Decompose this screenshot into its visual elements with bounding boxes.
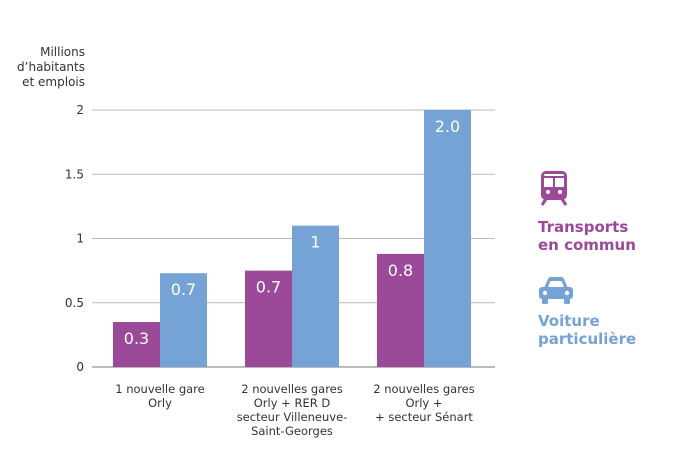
category-label-line: + secteur Sénart xyxy=(375,410,473,424)
car-icon xyxy=(539,277,573,304)
y-tick-label: 0.5 xyxy=(65,296,84,310)
category-label: 1 nouvelle gare Orly xyxy=(115,382,204,410)
y-tick-label: 1.5 xyxy=(65,167,84,181)
category-label-line: 1 nouvelle gare xyxy=(115,382,204,396)
legend-label-transports-line-2: en commun xyxy=(538,236,636,254)
bar xyxy=(245,270,292,367)
bar-value-label: 0.3 xyxy=(124,329,149,348)
bars: 0.3 0.7 0.8 0.7 1 2.0 xyxy=(113,110,471,367)
bar xyxy=(113,322,160,367)
bar-value-label: 0.7 xyxy=(256,278,281,297)
y-axis-title-line-2: d’habitants xyxy=(17,60,85,74)
y-axis-title-line-3: et emplois xyxy=(22,75,85,89)
category-label-line: secteur Villeneuve- xyxy=(237,410,348,424)
legend: Transports en commun Voiture particulièr… xyxy=(538,171,636,348)
category-label-line: 2 nouvelles gares xyxy=(373,382,474,396)
legend-label-transports-line-1: Transports xyxy=(538,218,628,236)
legend-label-voiture-line-1: Voiture xyxy=(538,312,600,330)
y-tick-label: 0 xyxy=(76,360,84,374)
category-label-line: Saint-Georges xyxy=(251,424,333,438)
legend-label-voiture-line-2: particulière xyxy=(538,330,636,348)
bar-value-label: 0.7 xyxy=(171,280,196,299)
category-label-line: Orly xyxy=(148,396,172,410)
category-label-line: Orly + xyxy=(405,396,442,410)
y-axis-ticks: 0 0.5 1 1.5 2 xyxy=(65,103,84,374)
bar xyxy=(292,225,339,367)
category-label-line: 2 nouvelles gares xyxy=(241,382,342,396)
bar-value-label: 0.8 xyxy=(388,261,413,280)
y-axis-title-line-1: Millions xyxy=(40,45,85,59)
category-label: 2 nouvelles gares Orly + + secteur Sénart xyxy=(373,382,474,424)
bar xyxy=(377,253,424,367)
bar xyxy=(424,110,471,367)
bar-value-label: 1 xyxy=(310,233,320,252)
bar-value-label: 2.0 xyxy=(435,117,460,136)
bar xyxy=(160,273,207,367)
y-tick-label: 1 xyxy=(76,232,84,246)
y-tick-label: 2 xyxy=(76,103,84,117)
y-axis-title: Millions d’habitants et emplois xyxy=(17,45,85,89)
category-label-line: Orly + RER D xyxy=(254,396,331,410)
train-icon xyxy=(540,171,568,206)
